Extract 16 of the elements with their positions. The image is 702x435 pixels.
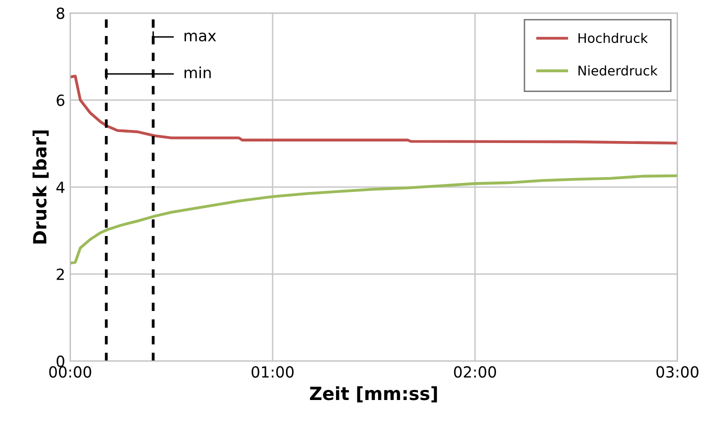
ref-line-label: min [184,66,211,78]
y-tick-label: 8 [56,8,64,20]
x-tick-label: 00:00 [49,366,92,378]
x-tick-label: 03:00 [656,366,698,378]
legend-label: Hochdruck [578,32,648,44]
x-axis-title: Zeit [mm:ss] [310,386,437,402]
y-tick-label: 4 [56,182,64,193]
y-axis-title: Druck [bar] [32,130,49,244]
x-tick-label: 02:00 [454,366,496,378]
legend-label: Niederdruck [578,65,658,76]
ref-line-label: max [184,32,216,42]
x-tick-label: 01:00 [252,366,294,378]
line-series [70,174,678,265]
y-tick-label: 0 [56,356,64,368]
y-tick-label: 6 [56,94,64,106]
y-tick-label: 2 [56,268,64,280]
